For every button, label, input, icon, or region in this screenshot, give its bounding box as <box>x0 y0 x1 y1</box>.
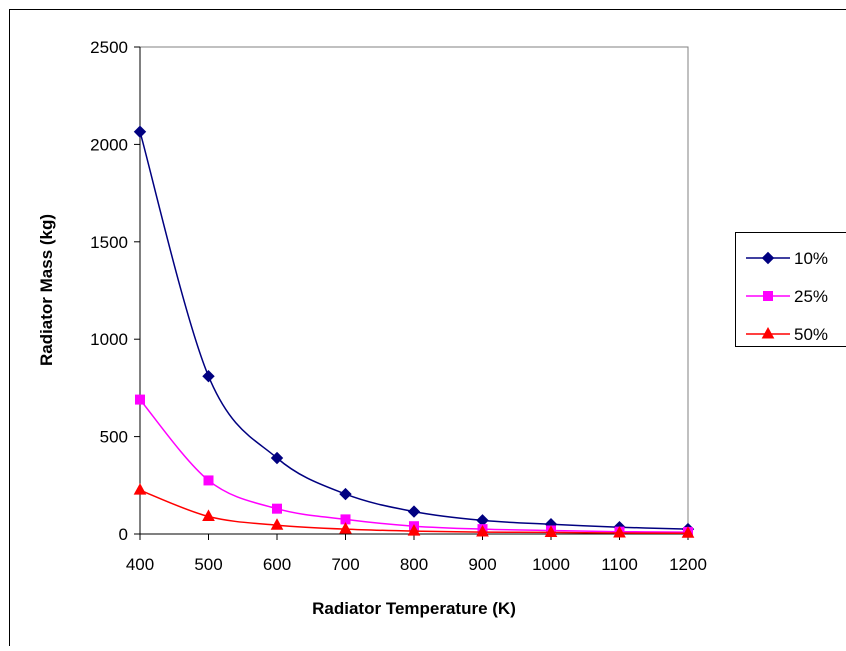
data-point <box>136 395 145 404</box>
x-tick-label: 900 <box>468 555 496 574</box>
y-tick-label: 1500 <box>90 233 128 252</box>
y-tick-label: 500 <box>100 428 128 447</box>
y-tick-label: 0 <box>119 525 128 544</box>
x-tick-label: 600 <box>263 555 291 574</box>
x-axis-title: Radiator Temperature (K) <box>312 599 516 618</box>
y-tick-label: 2000 <box>90 135 128 154</box>
y-tick-label: 1000 <box>90 330 128 349</box>
x-tick-label: 1100 <box>601 555 638 574</box>
data-point <box>273 504 282 513</box>
x-tick-label: 700 <box>331 555 359 574</box>
x-tick-label: 400 <box>126 555 154 574</box>
y-axis-title: Radiator Mass (kg) <box>37 214 56 366</box>
legend-label: 50% <box>794 325 828 344</box>
y-tick-label: 2500 <box>90 38 128 57</box>
x-tick-label: 1000 <box>532 555 570 574</box>
x-tick-label: 500 <box>194 555 222 574</box>
legend: 10% 25% 50% <box>736 233 846 347</box>
data-point <box>204 476 213 485</box>
legend-marker <box>764 292 773 301</box>
x-tick-label: 1200 <box>669 555 707 574</box>
x-tick-label: 800 <box>400 555 428 574</box>
legend-box <box>736 233 846 347</box>
plot-area <box>140 47 688 534</box>
legend-label: 10% <box>794 249 828 268</box>
legend-label: 25% <box>794 287 828 306</box>
